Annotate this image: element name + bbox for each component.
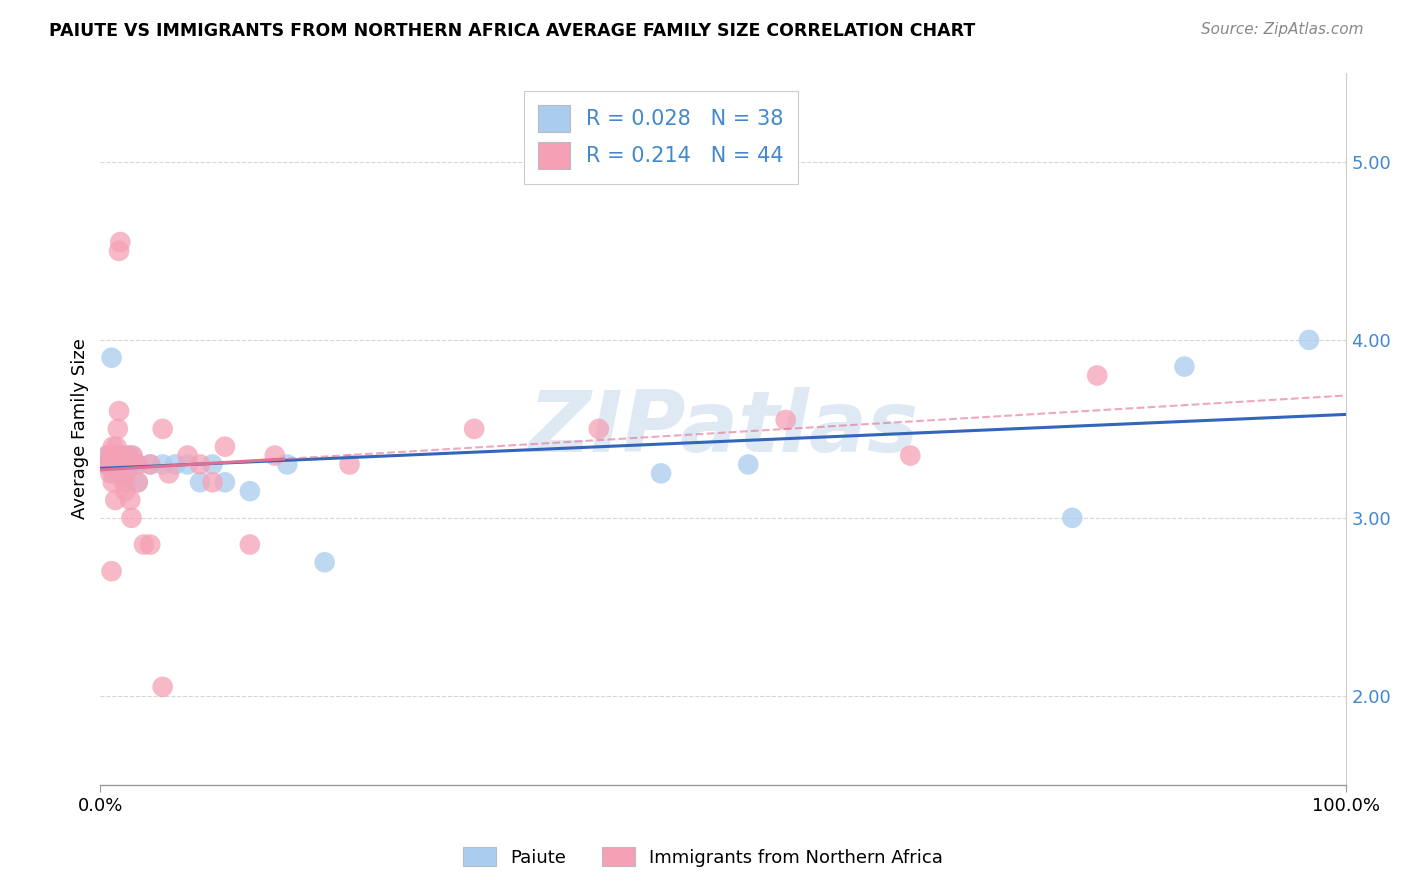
Point — [98, 458, 121, 472]
Point — [201, 458, 224, 472]
Point — [104, 449, 127, 463]
Point — [114, 458, 136, 472]
Point — [103, 449, 125, 463]
Point — [101, 458, 124, 472]
Point — [176, 449, 198, 463]
Point — [101, 449, 124, 463]
Point — [214, 440, 236, 454]
Point — [98, 449, 121, 463]
Point — [101, 467, 124, 481]
Point — [105, 458, 128, 472]
Point — [1062, 511, 1084, 525]
Point — [650, 467, 672, 481]
Point — [120, 493, 142, 508]
Point — [108, 458, 131, 472]
Point — [101, 458, 124, 472]
Point — [121, 449, 143, 463]
Point — [110, 449, 132, 463]
Point — [121, 449, 143, 463]
Point — [101, 449, 124, 463]
Point — [139, 458, 162, 472]
Point — [139, 458, 162, 472]
Y-axis label: Average Family Size: Average Family Size — [72, 338, 89, 519]
Point — [276, 458, 298, 472]
Point — [152, 458, 174, 472]
Point — [97, 449, 120, 463]
Legend: Paiute, Immigrants from Northern Africa: Paiute, Immigrants from Northern Africa — [456, 840, 950, 874]
Point — [263, 449, 285, 463]
Point — [898, 449, 921, 463]
Point — [1173, 359, 1195, 374]
Point — [108, 467, 131, 481]
Point — [98, 467, 121, 481]
Point — [121, 458, 143, 472]
Point — [314, 555, 336, 569]
Point — [127, 475, 149, 490]
Point — [114, 475, 136, 490]
Point — [100, 351, 122, 365]
Point — [188, 475, 211, 490]
Point — [108, 404, 131, 418]
Point — [101, 458, 124, 472]
Point — [737, 458, 759, 472]
Point — [107, 449, 129, 463]
Point — [157, 467, 180, 481]
Point — [108, 244, 131, 258]
Point — [114, 449, 136, 463]
Point — [101, 440, 124, 454]
Point — [111, 458, 134, 472]
Point — [201, 475, 224, 490]
Legend: R = 0.028   N = 38, R = 0.214   N = 44: R = 0.028 N = 38, R = 0.214 N = 44 — [523, 90, 799, 184]
Point — [152, 422, 174, 436]
Point — [117, 458, 139, 472]
Point — [239, 484, 262, 499]
Point — [96, 449, 118, 463]
Point — [152, 680, 174, 694]
Point — [112, 475, 135, 490]
Point — [165, 458, 187, 472]
Point — [1298, 333, 1320, 347]
Point — [139, 537, 162, 551]
Point — [176, 458, 198, 472]
Point — [127, 458, 149, 472]
Point — [114, 484, 136, 499]
Point — [239, 537, 262, 551]
Point — [114, 467, 136, 481]
Point — [96, 458, 118, 472]
Point — [127, 475, 149, 490]
Text: ZIPatlas: ZIPatlas — [529, 387, 918, 470]
Point — [588, 422, 610, 436]
Point — [775, 413, 797, 427]
Point — [1085, 368, 1108, 383]
Point — [132, 537, 155, 551]
Point — [117, 449, 139, 463]
Point — [111, 467, 134, 481]
Point — [463, 422, 485, 436]
Point — [214, 475, 236, 490]
Point — [188, 458, 211, 472]
Text: Source: ZipAtlas.com: Source: ZipAtlas.com — [1201, 22, 1364, 37]
Point — [98, 458, 121, 472]
Point — [107, 422, 129, 436]
Text: PAIUTE VS IMMIGRANTS FROM NORTHERN AFRICA AVERAGE FAMILY SIZE CORRELATION CHART: PAIUTE VS IMMIGRANTS FROM NORTHERN AFRIC… — [49, 22, 976, 40]
Point — [127, 458, 149, 472]
Point — [110, 235, 132, 249]
Point — [101, 475, 124, 490]
Point — [339, 458, 361, 472]
Point — [100, 564, 122, 578]
Point — [104, 493, 127, 508]
Point — [105, 440, 128, 454]
Point — [121, 511, 143, 525]
